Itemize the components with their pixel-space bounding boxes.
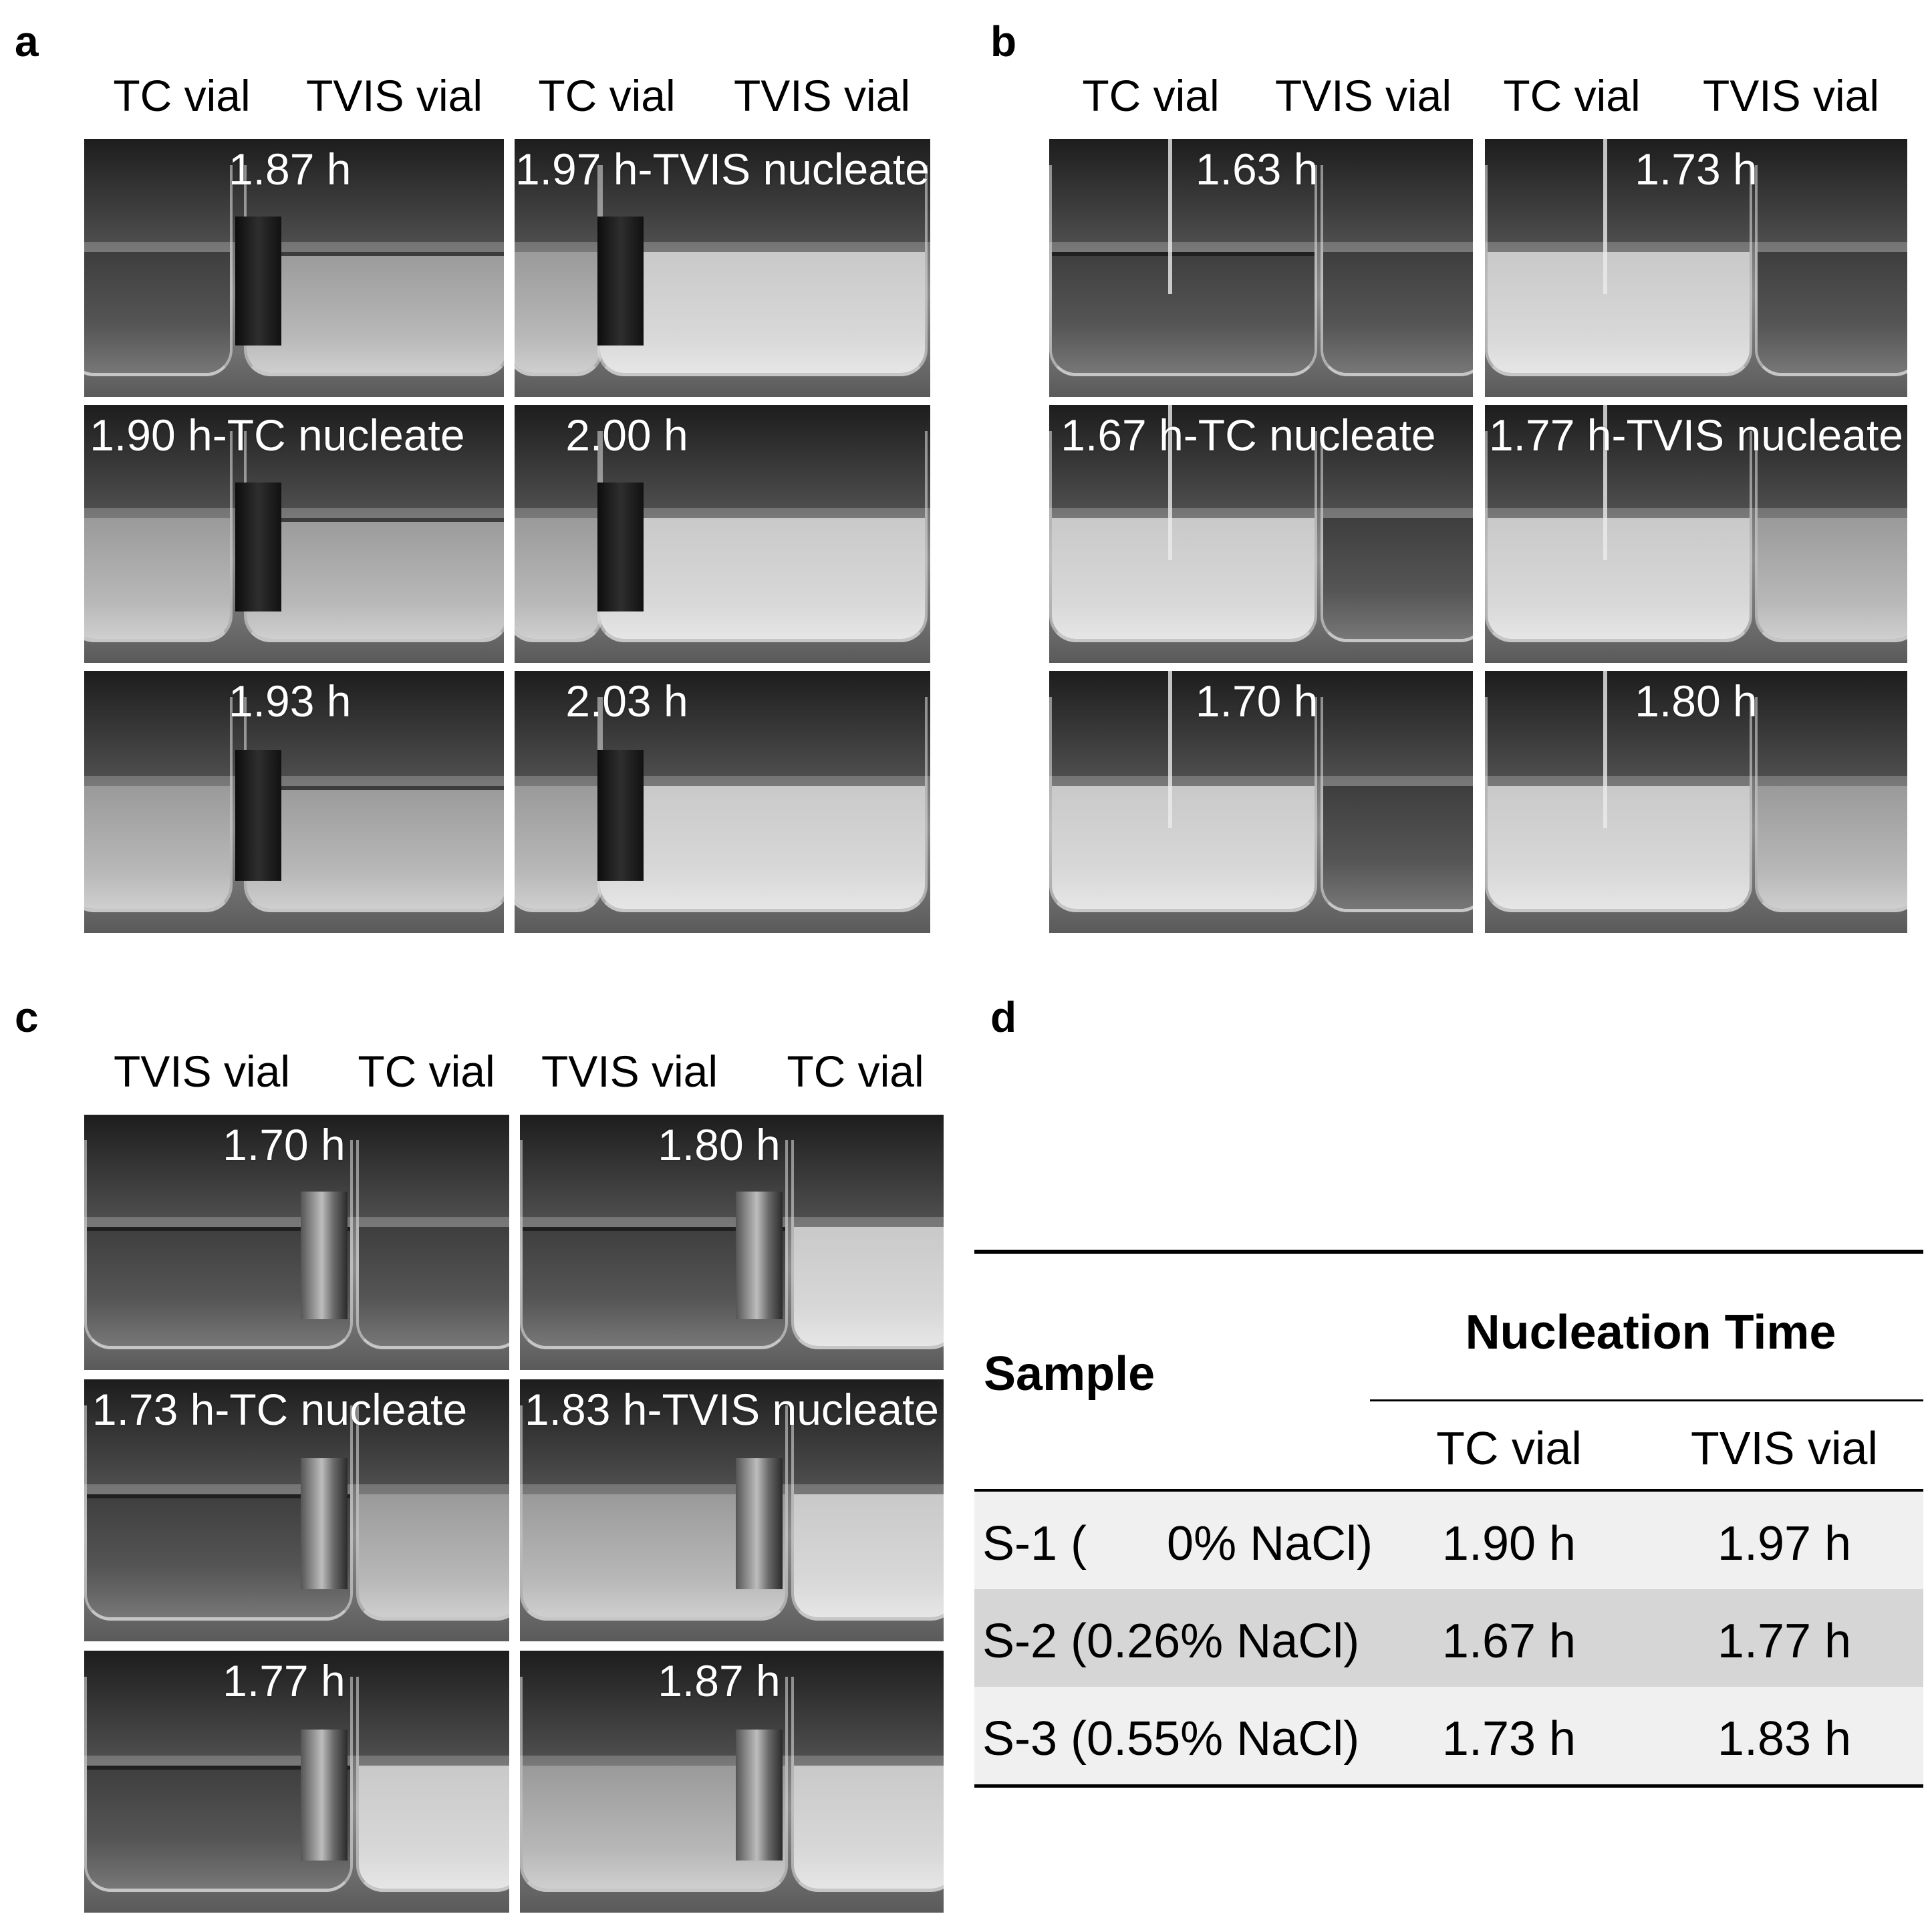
tvis-vial-header: TVIS vial (1690, 1422, 1879, 1474)
timestamp-label: 1.70 h (1195, 676, 1319, 726)
vial-photo: 1.80 h (520, 1115, 944, 1370)
vial-photo: 1.90 h-TC nucleate (84, 405, 504, 663)
timestamp-label: 2.00 h (565, 410, 688, 460)
nucleation-time-header: Nucleation Time (1465, 1306, 1836, 1359)
column-label: TVIS vial (1274, 71, 1452, 120)
timestamp-label: 1.63 h (1195, 144, 1319, 194)
vial-photo: 1.93 h (84, 671, 504, 933)
timestamp-label: 2.03 h (565, 676, 688, 726)
sample-cell: S-2 (0.26% NaCl) (982, 1615, 1360, 1668)
tvis-time-cell: 1.83 h (1717, 1712, 1852, 1766)
vial-photo: 1.67 h-TC nucleate (1049, 405, 1473, 663)
panel-label-c: c (15, 993, 39, 1041)
vial-photo: 1.87 h (84, 139, 504, 397)
top-rule (974, 1250, 1923, 1254)
timestamp-label: 1.77 h-TVIS nucleate (1488, 410, 1904, 460)
nucleation-time-table: Sample Nucleation Time TC vial TVIS vial… (974, 1250, 1923, 1798)
panel-label-b: b (990, 17, 1017, 65)
timestamp-label: 1.87 h (658, 1656, 781, 1705)
vial-photo: 1.83 h-TVIS nucleate (520, 1379, 944, 1641)
timestamp-label: 1.70 h (223, 1120, 346, 1170)
timestamp-label: 1.87 h (228, 144, 352, 194)
sample-cell: S-1 ( 0% NaCl) (982, 1517, 1373, 1570)
tvis-time-cell: 1.77 h (1717, 1615, 1852, 1668)
timestamp-label: 1.80 h (1635, 676, 1758, 726)
vial-photo: 1.73 h (1485, 139, 1907, 397)
column-label: TC vial (787, 1047, 924, 1096)
timestamp-label: 1.80 h (658, 1120, 781, 1170)
vial-photo: 1.70 h (1049, 671, 1473, 933)
timestamp-label: 1.73 h-TC nucleate (92, 1385, 468, 1434)
panel-label-a: a (15, 17, 39, 65)
vial-photo: 1.73 h-TC nucleate (84, 1379, 509, 1641)
table-row: S-1 ( 0% NaCl) 1.90 h 1.97 h (974, 1492, 1923, 1589)
vial-photo: 1.87 h (520, 1651, 944, 1913)
column-label: TVIS vial (541, 1047, 718, 1096)
column-label: TVIS vial (1702, 71, 1880, 120)
table-row: S-3 (0.55% NaCl) 1.73 h 1.83 h (974, 1687, 1923, 1784)
column-label: TC vial (1082, 71, 1220, 120)
vial-photo: 1.97 h-TVIS nucleate (515, 139, 930, 397)
vial-photo: 1.77 h (84, 1651, 509, 1913)
bottom-rule (974, 1784, 1923, 1788)
timestamp-label: 1.90 h-TC nucleate (90, 410, 465, 460)
timestamp-label: 1.93 h (228, 676, 352, 726)
tc-time-cell: 1.73 h (1441, 1712, 1576, 1766)
tc-vial-header: TC vial (1436, 1422, 1582, 1474)
timestamp-label: 1.73 h (1635, 144, 1758, 194)
table-row: S-2 (0.26% NaCl) 1.67 h 1.77 h (974, 1589, 1923, 1687)
timestamp-label: 1.67 h-TC nucleate (1061, 410, 1436, 460)
vial-photo: 1.70 h (84, 1115, 509, 1370)
vial-photo: 1.63 h (1049, 139, 1473, 397)
header-rule (974, 1489, 1923, 1492)
column-label: TVIS vial (305, 71, 483, 120)
tc-time-cell: 1.67 h (1441, 1615, 1576, 1668)
tvis-time-cell: 1.97 h (1717, 1517, 1852, 1570)
sample-cell: S-3 (0.55% NaCl) (982, 1712, 1360, 1766)
group-rule (1370, 1399, 1923, 1401)
panel-label-d: d (990, 993, 1017, 1041)
tc-time-cell: 1.90 h (1441, 1517, 1576, 1570)
timestamp-label: 1.77 h (223, 1656, 346, 1705)
vial-photo: 1.77 h-TVIS nucleate (1485, 405, 1907, 663)
column-label: TC vial (538, 71, 676, 120)
column-label: TC vial (1503, 71, 1641, 120)
vial-photo: 2.03 h (515, 671, 930, 933)
column-label: TVIS vial (113, 1047, 291, 1096)
timestamp-label: 1.97 h-TVIS nucleate (515, 144, 930, 194)
column-label: TC vial (358, 1047, 495, 1096)
vial-photo: 2.00 h (515, 405, 930, 663)
sample-header: Sample (984, 1347, 1155, 1401)
timestamp-label: 1.83 h-TVIS nucleate (524, 1385, 940, 1434)
column-label: TVIS vial (733, 71, 911, 120)
column-label: TC vial (113, 71, 251, 120)
vial-photo: 1.80 h (1485, 671, 1907, 933)
